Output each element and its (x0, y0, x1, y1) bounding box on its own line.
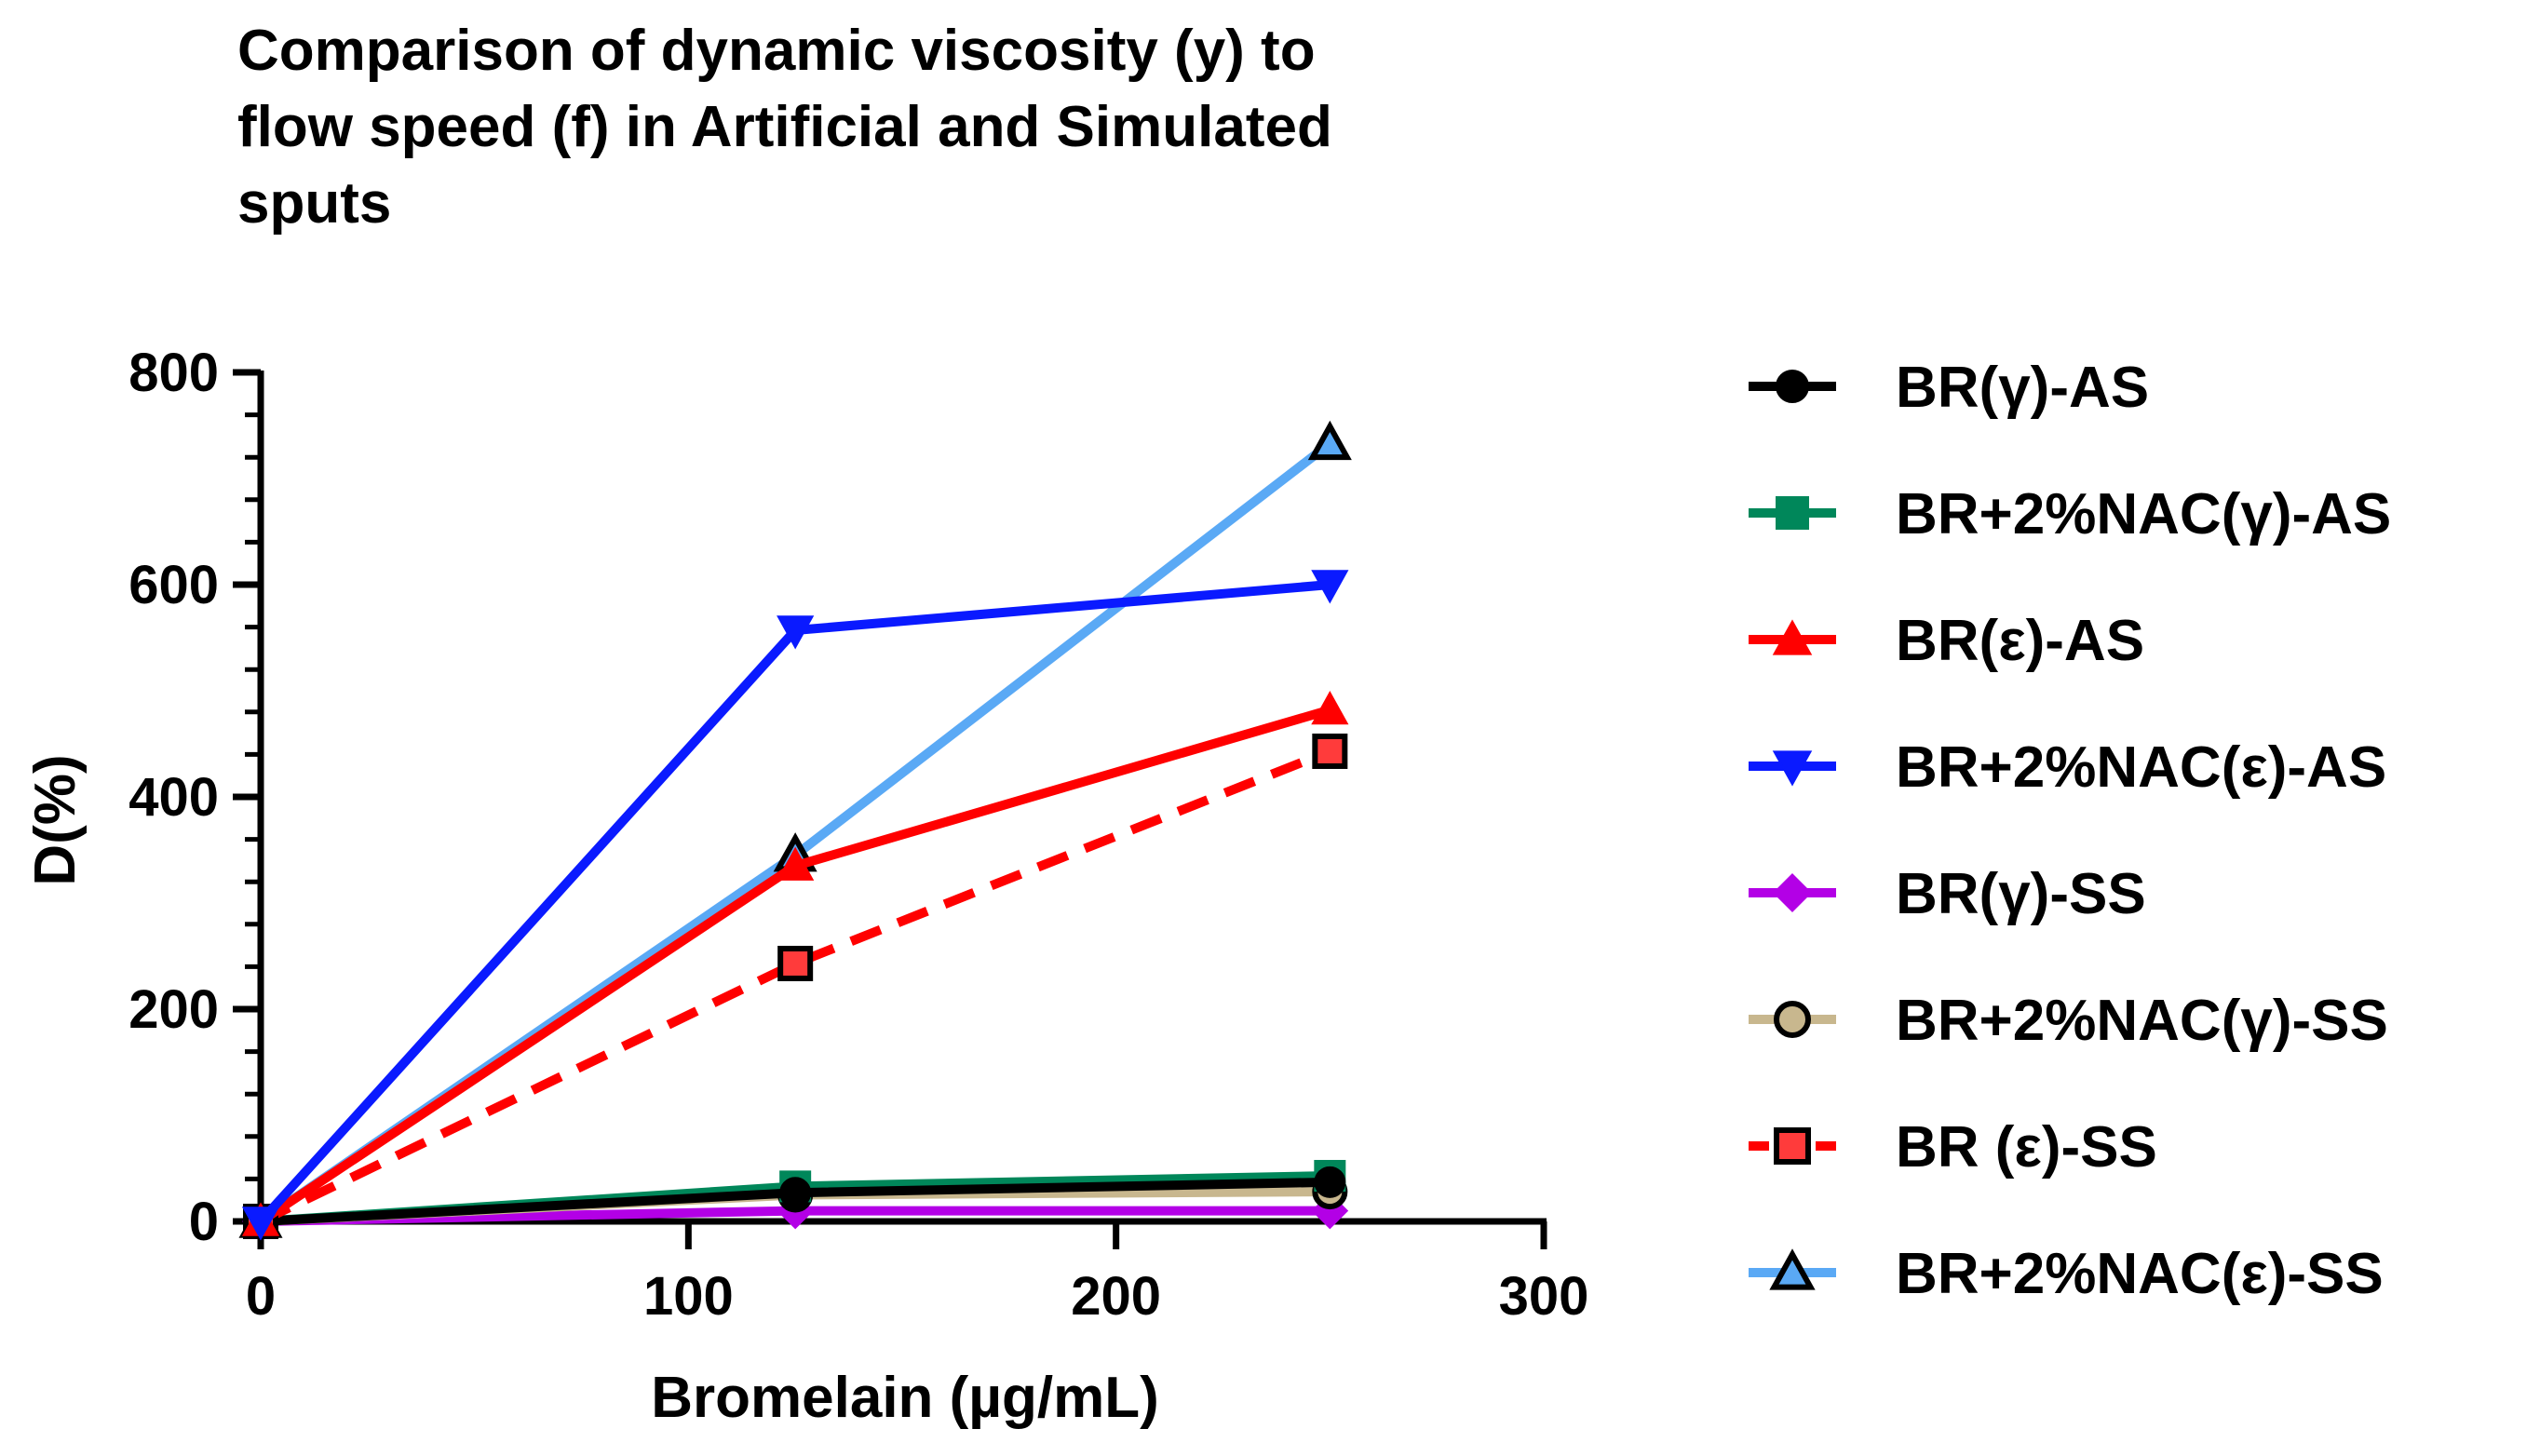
data-point (777, 615, 815, 650)
series-line (258, 747, 1332, 1226)
data-point (1311, 691, 1349, 725)
legend-marker (1772, 750, 1813, 787)
x-axis-label: Bromelain (µg/mL) (651, 1366, 1159, 1430)
legend-label: BR(γ)-AS (1896, 356, 2149, 420)
series-7 (238, 420, 1352, 1238)
legend-marker (1772, 619, 1813, 655)
y-tick-label: 400 (128, 767, 219, 828)
legend-item: BR(γ)-AS (1749, 356, 2149, 420)
legend-item: BR+2%NAC(ε)-AS (1749, 735, 2386, 800)
legend-item: BR(γ)-SS (1749, 862, 2146, 926)
legend-marker (1769, 1248, 1816, 1290)
chart-title-line: sputs (237, 171, 391, 236)
legend-label: BR(ε)-AS (1896, 609, 2144, 673)
series-layer (238, 420, 1352, 1241)
legend-label: BR(γ)-SS (1896, 862, 2146, 926)
data-point (779, 1177, 812, 1209)
legend-label: BR (ε)-SS (1896, 1115, 2157, 1180)
legend-item: BR (ε)-SS (1749, 1115, 2157, 1180)
data-point (241, 1207, 280, 1241)
legend-item: BR+2%NAC(γ)-SS (1749, 989, 2388, 1053)
axes: 0 200 400 600 800 0 100 200 300 (128, 343, 1588, 1327)
legend-marker (1774, 1127, 1811, 1165)
data-point (777, 945, 814, 981)
legend-item: BR(ε)-AS (1749, 609, 2144, 673)
series-line (257, 580, 1331, 1225)
y-tick-label: 0 (189, 1192, 219, 1252)
legend-label: BR+2%NAC(ε)-AS (1896, 735, 2386, 800)
legend-marker (1773, 873, 1812, 912)
series-6 (243, 733, 1348, 1239)
x-tick-label: 200 (1071, 1266, 1161, 1327)
data-point (1312, 733, 1348, 769)
x-tick-label: 300 (1499, 1266, 1589, 1327)
data-point (1311, 570, 1349, 604)
legend-label: BR+2%NAC(γ)-SS (1896, 989, 2388, 1053)
legend-marker (1774, 1001, 1811, 1038)
data-point (777, 846, 815, 881)
x-tick-label: 100 (643, 1266, 734, 1327)
legend: BR(γ)-AS BR+2%NAC(γ)-AS BR(ε)-AS BR+2%NAC(ε… (1749, 356, 2391, 1306)
legend-label: BR+2%NAC(ε)-SS (1896, 1242, 2384, 1306)
chart-title-line: flow speed (f) in Artificial and Simulat… (237, 95, 1332, 159)
chart-title-line: Comparison of dynamic viscosity (y) to (237, 19, 1316, 83)
legend-marker (1776, 370, 1809, 403)
y-tick-label: 200 (128, 979, 219, 1040)
legend-item: BR+2%NAC(γ)-AS (1749, 482, 2391, 546)
legend-item: BR+2%NAC(ε)-SS (1749, 1242, 2384, 1306)
y-tick-label: 600 (128, 555, 219, 615)
legend-label: BR+2%NAC(γ)-AS (1896, 482, 2391, 546)
data-point (1307, 420, 1352, 461)
y-axis-label: D(%) (23, 754, 88, 885)
series-3 (241, 570, 1349, 1241)
y-tick-label: 800 (128, 343, 219, 403)
data-point (1314, 1166, 1346, 1198)
legend-marker (1776, 496, 1809, 530)
x-tick-label: 0 (246, 1266, 276, 1327)
chart-title: Comparison of dynamic viscosity (y) to f… (237, 19, 1332, 236)
